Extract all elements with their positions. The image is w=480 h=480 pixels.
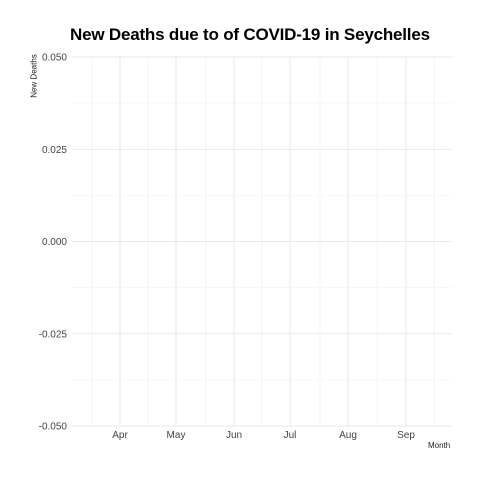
tick-labels: 0.050 0.025 0.000 -0.025 -0.050 Apr May Jun Jul A…: [39, 53, 416, 442]
major-gridlines: [72, 56, 452, 427]
y-tick-label: -0.050: [39, 422, 68, 433]
x-tick-label: Apr: [112, 430, 128, 441]
x-tick-label: May: [167, 430, 186, 441]
x-tick-label: Sep: [397, 430, 415, 441]
y-tick-label: -0.025: [39, 329, 68, 340]
y-tick-label: 0.025: [42, 145, 67, 156]
y-tick-label: 0.050: [42, 53, 67, 64]
x-axis-label: Month: [428, 441, 451, 450]
x-tick-label: Jul: [284, 430, 297, 441]
y-tick-label: 0.000: [42, 237, 67, 248]
chart-title: New Deaths due to of COVID-19 in Seychel…: [70, 25, 430, 44]
x-tick-label: Aug: [339, 430, 357, 441]
x-tick-label: Jun: [226, 430, 242, 441]
